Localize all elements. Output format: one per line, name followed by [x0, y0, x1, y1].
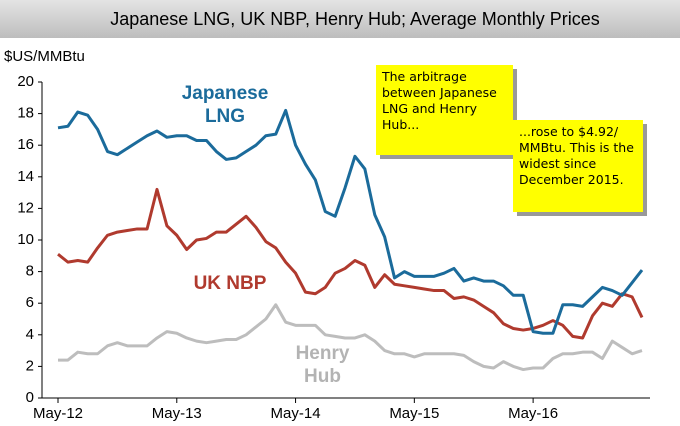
series-label: Japanese LNG	[181, 83, 269, 127]
x-tick-label: May-14	[271, 405, 321, 422]
y-tick-label: 0	[26, 389, 34, 406]
series-line	[58, 303, 643, 372]
x-tick-label: May-13	[152, 405, 202, 422]
annotation: The arbitrage between Japanese LNG and H…	[376, 65, 513, 155]
series-label: Henry Hub	[295, 343, 350, 387]
y-tick-label: 18	[17, 105, 34, 122]
title-bar	[0, 0, 680, 38]
y-tick-label: 2	[26, 357, 34, 374]
y-tick-label: 10	[17, 231, 34, 248]
y-tick-label: 20	[17, 73, 34, 90]
y-tick-label: 14	[17, 168, 34, 185]
y-tick-label: 12	[17, 199, 34, 216]
x-tick-label: May-16	[508, 405, 558, 422]
y-tick-label: 6	[26, 294, 34, 311]
chart-title: Japanese LNG, UK NBP, Henry Hub; Average…	[110, 9, 600, 29]
y-tick-label: 4	[26, 326, 34, 343]
x-tick-label: May-12	[33, 405, 83, 422]
series-line	[57, 108, 644, 335]
y-tick-label: 16	[17, 136, 34, 153]
annotation: ...rose to $4.92/ MMBtu. This is the wid…	[513, 120, 643, 212]
y-tick-label: 8	[26, 263, 34, 280]
x-tick-label: May-15	[389, 405, 439, 422]
series-line	[57, 187, 644, 340]
y-axis-label: $US/MMBtu	[4, 48, 85, 65]
series-label: UK NBP	[193, 273, 267, 294]
